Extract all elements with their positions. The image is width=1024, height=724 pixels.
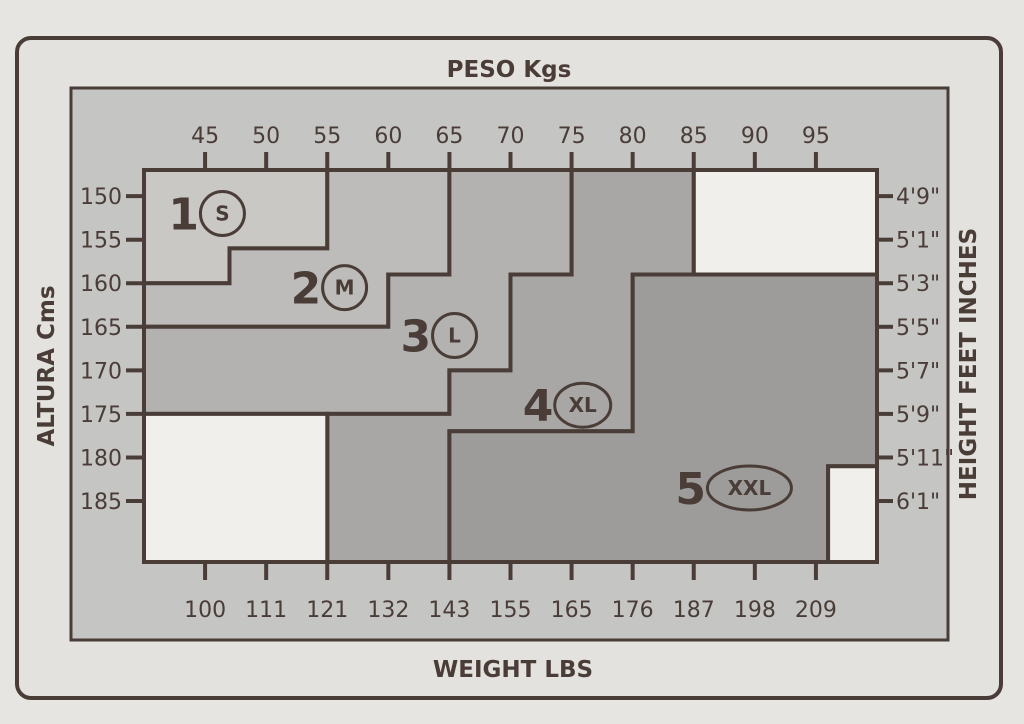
- zone-size: S: [215, 202, 229, 226]
- left-tick-label: 185: [80, 490, 122, 515]
- top-tick-label: 50: [252, 124, 280, 149]
- top-tick-label: 75: [558, 124, 586, 149]
- top-tick-label: 90: [741, 124, 769, 149]
- size-ellipse: [321, 264, 369, 312]
- left-tick-label: 175: [80, 403, 122, 428]
- right-tick-label: 4'9": [896, 185, 940, 210]
- left-tick-label: 165: [80, 316, 122, 341]
- size-zones: 1 S 2 M 3 L 4 XL 5 XXL: [142, 168, 879, 564]
- zone-size: L: [448, 324, 461, 348]
- zone-number: 2: [291, 264, 322, 315]
- bottom-tick-label: 111: [245, 598, 287, 623]
- left-tick-label: 150: [80, 185, 122, 210]
- size-ellipse: [431, 312, 479, 360]
- left-tick-label: 180: [80, 446, 122, 471]
- top-axis-title: PESO Kgs: [447, 57, 572, 83]
- empty-region: [691, 168, 879, 277]
- left-tick-label: 155: [80, 229, 122, 254]
- bottom-tick-label: 100: [184, 598, 226, 623]
- zone-number: 4: [523, 381, 554, 432]
- size-ellipse: [198, 190, 246, 238]
- top-tick-label: 60: [374, 124, 402, 149]
- top-tick-label: 80: [619, 124, 647, 149]
- bottom-axis-title: WEIGHT LBS: [433, 657, 593, 683]
- zone-size: M: [335, 276, 355, 300]
- bottom-tick-label: 165: [551, 598, 593, 623]
- left-tick-label: 170: [80, 359, 122, 384]
- size-ellipse: [705, 464, 793, 512]
- bottom-tick-label: 198: [734, 598, 776, 623]
- left-axis-title: ALTURA Cms: [34, 285, 60, 446]
- bottom-tick-label: 187: [673, 598, 715, 623]
- zone-label-xxl: 5 XXL: [675, 464, 793, 515]
- size-ellipse: [553, 381, 613, 429]
- right-tick-label: 5'9": [896, 403, 940, 428]
- zone-number: 1: [168, 190, 199, 241]
- bottom-tick-label: 143: [428, 598, 470, 623]
- zone-number: 3: [401, 312, 432, 363]
- top-tick-label: 45: [191, 124, 219, 149]
- top-tick-label: 70: [497, 124, 525, 149]
- zone-number: 5: [675, 464, 706, 515]
- top-tick-label: 85: [680, 124, 708, 149]
- right-tick-label: 5'3": [896, 272, 940, 297]
- top-tick-label: 55: [313, 124, 341, 149]
- zone-size: XXL: [728, 476, 772, 500]
- right-tick-label: 6'1": [896, 490, 940, 515]
- right-tick-label: 5'1": [896, 229, 940, 254]
- top-tick-label: 65: [435, 124, 463, 149]
- right-tick-label: 5'11": [896, 446, 954, 471]
- zone-label-xl: 4 XL: [523, 381, 613, 432]
- bottom-tick-label: 121: [306, 598, 348, 623]
- empty-region: [142, 411, 330, 564]
- empty-region: [826, 464, 879, 564]
- right-tick-label: 5'7": [896, 359, 940, 384]
- right-tick-label: 5'5": [896, 316, 940, 341]
- bottom-tick-label: 209: [795, 598, 837, 623]
- zone-size: XL: [569, 393, 597, 417]
- left-tick-label: 160: [80, 272, 122, 297]
- top-tick-label: 95: [802, 124, 830, 149]
- bottom-tick-label: 176: [612, 598, 654, 623]
- bottom-tick-label: 132: [367, 598, 409, 623]
- right-axis-title: HEIGHT FEET INCHES: [956, 228, 982, 500]
- bottom-tick-label: 155: [490, 598, 532, 623]
